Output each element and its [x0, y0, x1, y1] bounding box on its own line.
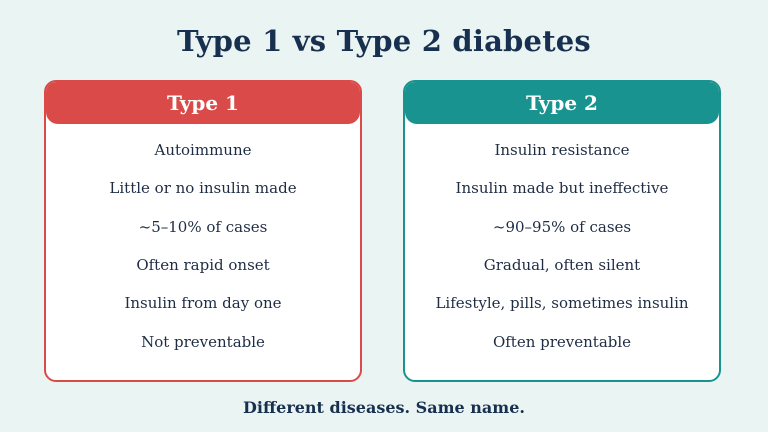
type1-item: Not preventable	[141, 333, 265, 351]
footer-tagline: Different diseases. Same name.	[243, 398, 525, 417]
type1-item: Little or no insulin made	[109, 179, 297, 197]
type1-item: Often rapid onset	[136, 256, 270, 274]
type1-item: Autoimmune	[154, 141, 252, 159]
type2-item: Lifestyle, pills, sometimes insulin	[435, 294, 689, 312]
type2-item: Insulin resistance	[494, 141, 630, 159]
type1-item: Insulin from day one	[124, 294, 282, 312]
type2-item: ~90–95% of cases	[492, 218, 632, 236]
type1-item: ~5–10% of cases	[138, 218, 268, 236]
type2-item: Insulin made but ineffective	[455, 179, 669, 197]
page-title: Type 1 vs Type 2 diabetes	[177, 24, 591, 58]
type2-card: Type 2 Insulin resistance Insulin made b…	[403, 80, 721, 382]
type2-header: Type 2	[405, 82, 719, 124]
type1-card: Type 1 Autoimmune Little or no insulin m…	[44, 80, 362, 382]
type2-item: Often preventable	[492, 333, 632, 351]
type2-item: Gradual, often silent	[483, 256, 641, 274]
type1-header: Type 1	[46, 82, 360, 124]
